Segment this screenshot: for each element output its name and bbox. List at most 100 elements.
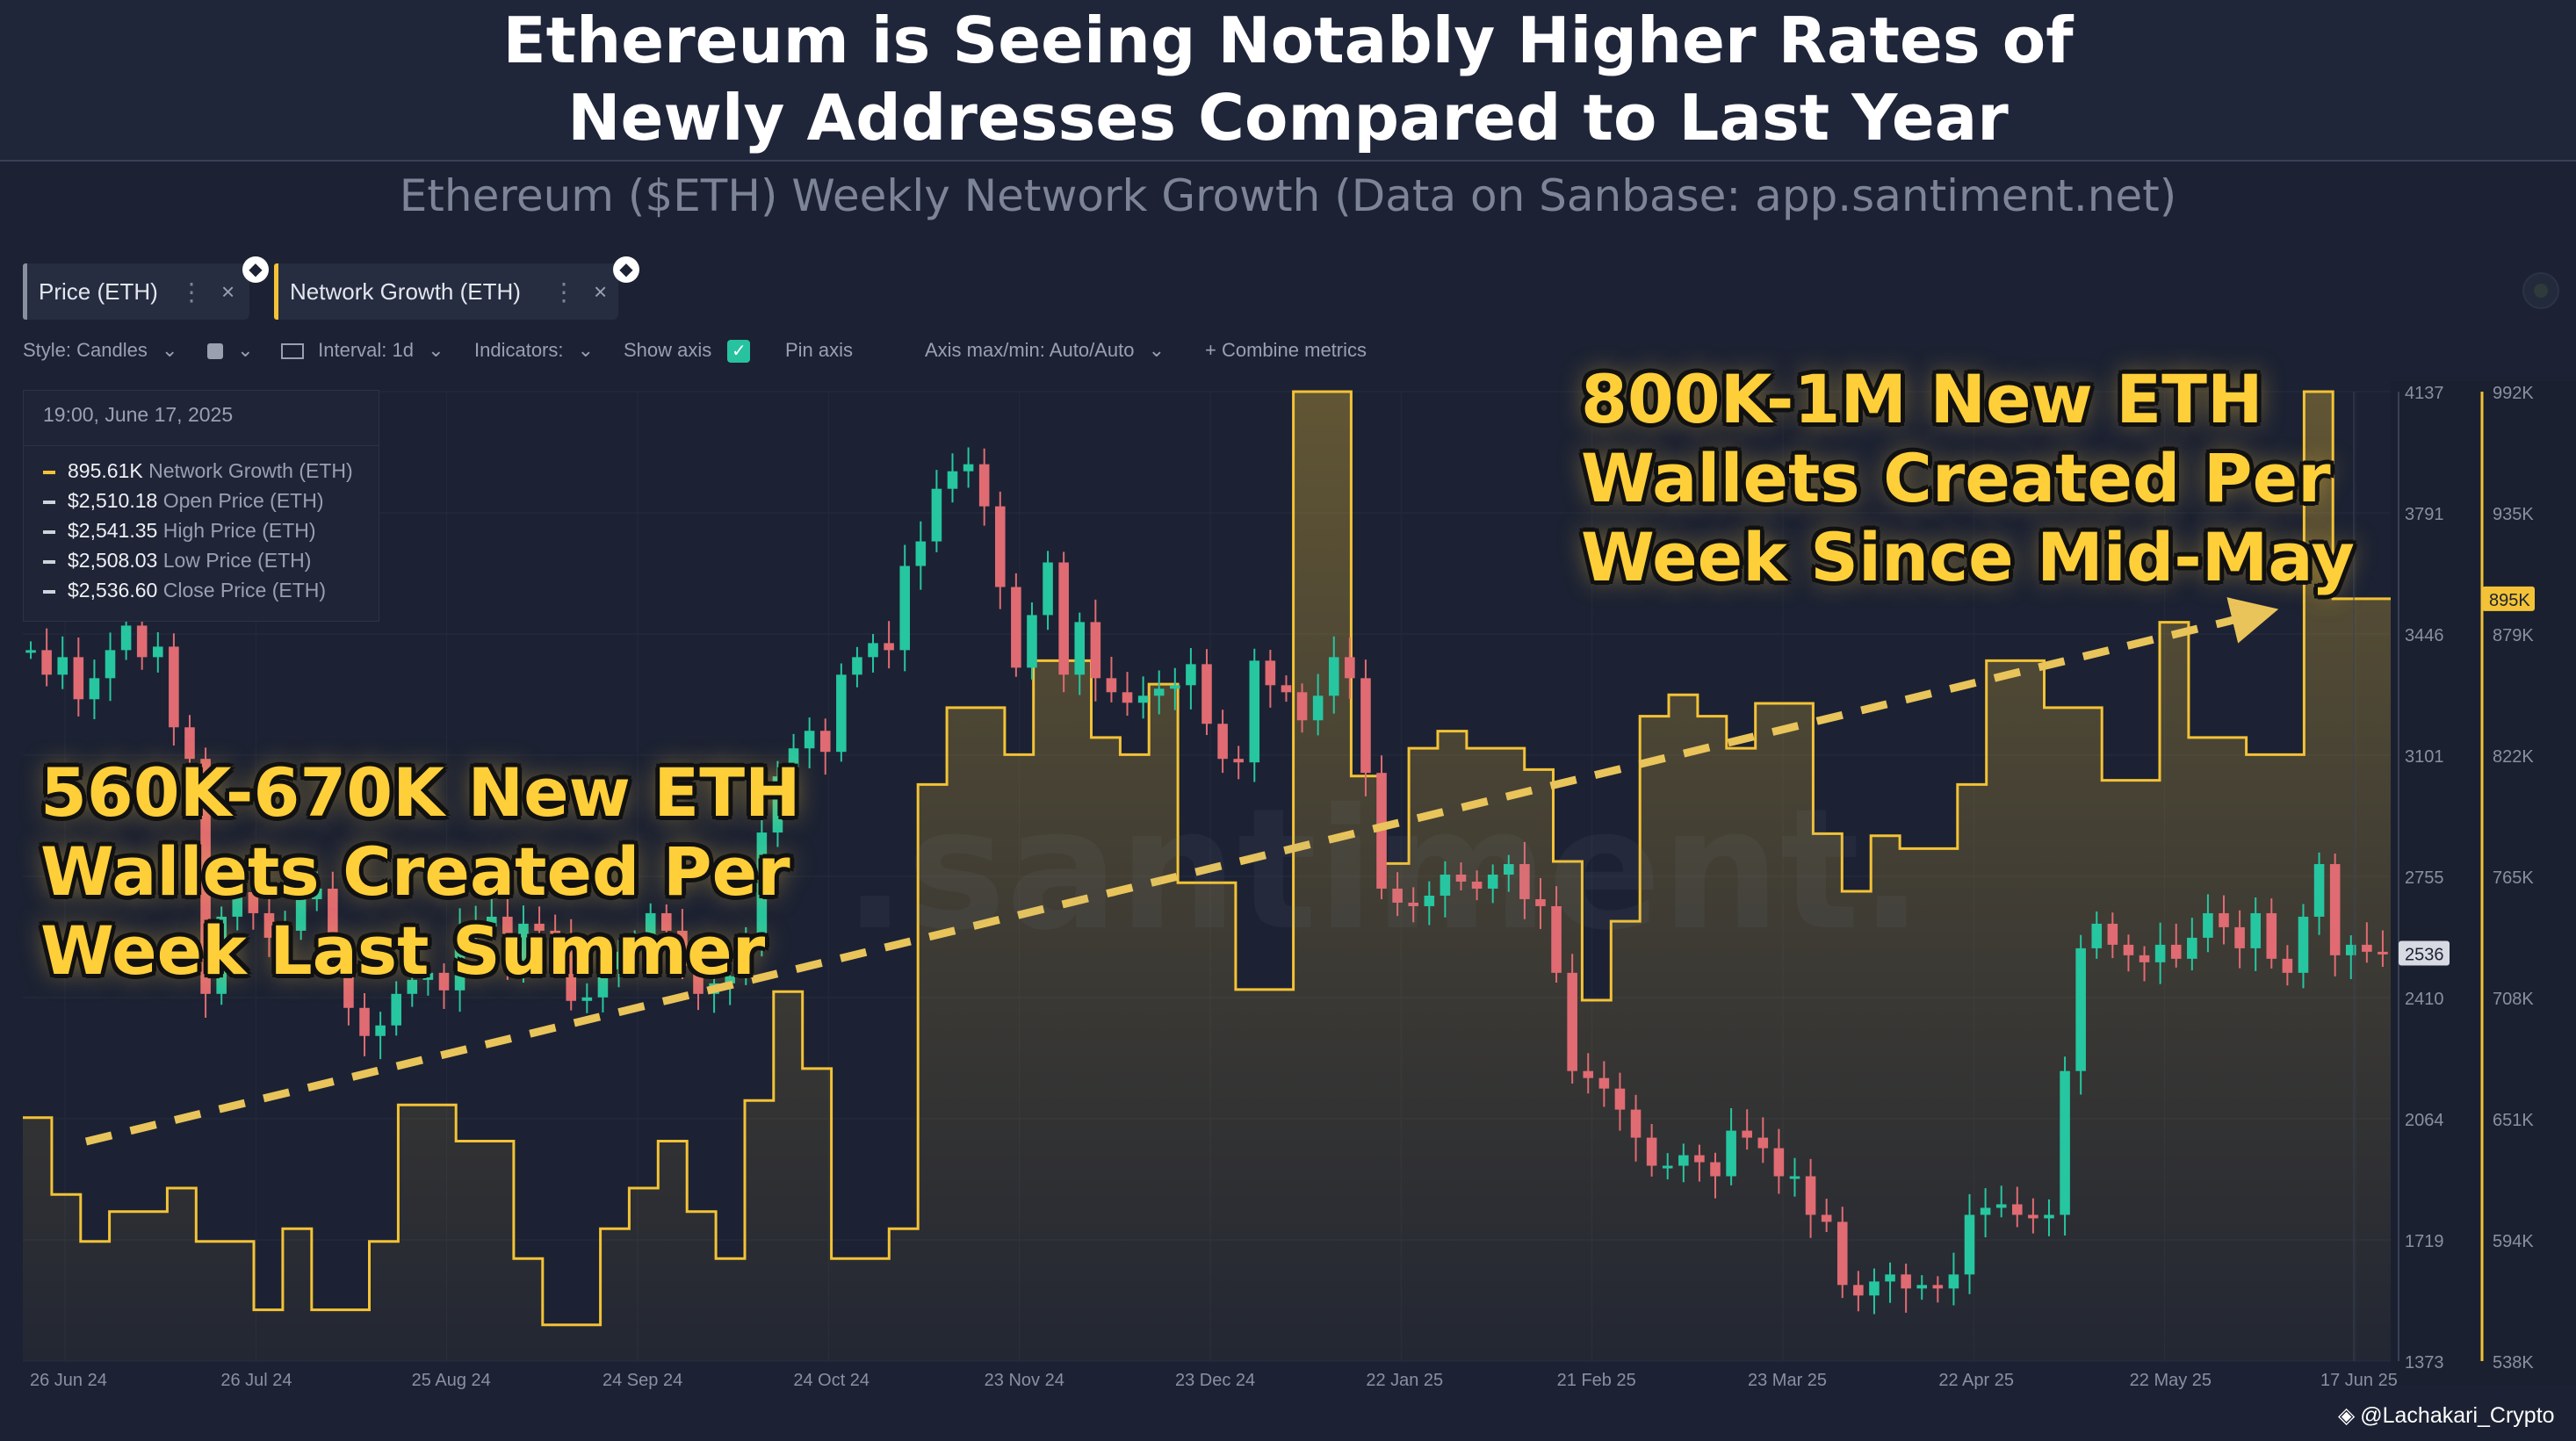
tab-network-growth-menu-icon[interactable]: ⋮	[552, 277, 576, 306]
axis-range-selector[interactable]: Axis max/min: Auto/Auto ⌄	[925, 339, 1165, 362]
candle-body	[1201, 664, 1212, 724]
legend-swatch	[43, 500, 55, 504]
indicators-selector[interactable]: Indicators: ⌄	[474, 339, 594, 362]
candle-body	[1932, 1285, 1944, 1289]
legend-timestamp: 19:00, June 17, 2025	[43, 403, 234, 426]
candle-body	[216, 916, 227, 994]
price-tick-label: 3101	[2405, 747, 2444, 767]
x-tick-label: 22 Jan 25	[1366, 1371, 1443, 1390]
title-line-1: Ethereum is Seeing Notably Higher Rates …	[502, 4, 2074, 77]
legend-name: Low Price (ETH)	[162, 549, 312, 572]
annotation-line: Week Since Mid-May	[1581, 518, 2355, 596]
color-swatch-icon	[207, 343, 223, 360]
candle-body	[2170, 944, 2182, 959]
x-tick-label: 21 Feb 25	[1557, 1371, 1636, 1390]
show-axis-label: Show axis	[624, 339, 712, 361]
chart-axes: 4137 3791 3446 3101 2755 2410 2064 1719 1373 992K…	[30, 381, 2576, 1390]
show-axis-toggle[interactable]: Show axis ✓	[624, 339, 751, 363]
checkbox-checked-icon[interactable]: ✓	[727, 340, 751, 363]
candle-body	[1217, 724, 1228, 760]
candle-body	[1137, 695, 1149, 703]
tab-network-growth[interactable]: Network Growth (ETH) ⋮ ×	[274, 263, 618, 320]
price-tick-label: 2064	[2405, 1111, 2444, 1130]
tab-network-growth-close-icon[interactable]: ×	[594, 277, 608, 305]
annotation-line: Wallets Created Per	[1581, 439, 2331, 517]
x-tick-label: 23 Dec 24	[1175, 1371, 1255, 1390]
pin-axis-toggle[interactable]: Pin axis	[785, 339, 853, 362]
network-growth-area	[23, 392, 2391, 1361]
title-line-2: Newly Addresses Compared to Last Year	[567, 81, 2009, 155]
candle-body	[884, 643, 894, 651]
x-tick-label: 23 Nov 24	[985, 1371, 1064, 1390]
candle-body	[804, 731, 815, 749]
price-tick-label: 3446	[2405, 626, 2444, 645]
candle-body	[534, 923, 545, 931]
candle-body	[1789, 1176, 1800, 1179]
candle-body	[978, 464, 990, 507]
price-tick-label: 1373	[2405, 1353, 2444, 1373]
candle-body	[1186, 664, 1196, 686]
candle-body	[1948, 1274, 1959, 1289]
legend-row: $2,508.03 Low Price (ETH)	[43, 549, 311, 573]
candle-body	[1471, 881, 1483, 889]
candle-body	[1742, 1130, 1752, 1138]
candle-body	[1153, 688, 1165, 696]
combine-metrics-button[interactable]: + Combine metrics	[1205, 339, 1367, 361]
legend-value: $2,536.60	[68, 579, 158, 602]
legend-swatch	[43, 530, 55, 534]
candle-body	[248, 891, 259, 913]
candle-body	[1901, 1274, 1911, 1289]
author-handle: @Lachakari_Crypto	[2360, 1403, 2555, 1428]
style-selector[interactable]: Style: Candles ⌄	[23, 339, 177, 362]
candle-body	[1455, 875, 1467, 882]
legend-swatch	[43, 589, 55, 594]
candle-body	[1805, 1176, 1816, 1215]
tab-price-menu-icon[interactable]: ⋮	[179, 277, 204, 306]
candle-body	[740, 944, 752, 976]
candle-body	[1567, 972, 1577, 1071]
candle-body	[1392, 888, 1403, 903]
color-selector[interactable]: ⌄	[207, 339, 254, 362]
candle-body	[1360, 678, 1371, 774]
candle-body	[1773, 1148, 1785, 1177]
candle-body	[328, 888, 338, 959]
candle-body	[772, 776, 783, 833]
candle-body	[57, 657, 69, 675]
candle-body	[105, 650, 116, 679]
network-growth-line	[23, 390, 2391, 1327]
x-tick-label: 24 Oct 24	[793, 1371, 869, 1390]
legend-value: 895.61K	[68, 459, 143, 482]
growth-tick-label: 538K	[2493, 1353, 2534, 1373]
price-tick-label: 3791	[2405, 505, 2444, 524]
candle-body	[2362, 944, 2372, 952]
status-indicator-icon[interactable]	[2522, 272, 2559, 309]
calendar-icon	[281, 343, 304, 360]
legend-row: 895.61K Network Growth (ETH)	[43, 459, 353, 483]
x-tick-label: 22 Apr 25	[1938, 1371, 2014, 1390]
tab-price-close-icon[interactable]: ×	[221, 277, 235, 305]
candle-body	[2298, 916, 2309, 973]
author-credit: ◈ @Lachakari_Crypto	[2338, 1402, 2555, 1429]
interval-selector[interactable]: Interval: 1d ⌄	[281, 339, 444, 362]
candle-body	[1836, 1221, 1848, 1286]
tab-price[interactable]: Price (ETH) ⋮ ×	[23, 263, 249, 320]
x-tick-label: 26 Jul 24	[220, 1371, 292, 1390]
growth-tick-label: 765K	[2493, 868, 2534, 888]
candle-body	[2282, 958, 2293, 973]
candle-body	[311, 888, 322, 899]
candle-body	[1710, 1162, 1721, 1177]
candle-body	[1885, 1274, 1895, 1282]
candle-body	[41, 650, 52, 675]
candle-body	[1122, 692, 1133, 703]
candle-body	[581, 997, 593, 1001]
candle-body	[1757, 1137, 1769, 1149]
candle-body	[756, 832, 768, 945]
candle-body	[1694, 1155, 1705, 1163]
chevron-down-icon: ⌄	[237, 339, 254, 361]
legend-name: High Price (ETH)	[162, 519, 316, 542]
candle-body	[1058, 562, 1069, 675]
title-banner: Ethereum is Seeing Notably Higher Rates …	[0, 0, 2576, 162]
annotation-since-mid-may: 800K-1M New ETH Wallets Created Per Week…	[1581, 360, 2355, 597]
candle-body	[2123, 944, 2134, 955]
